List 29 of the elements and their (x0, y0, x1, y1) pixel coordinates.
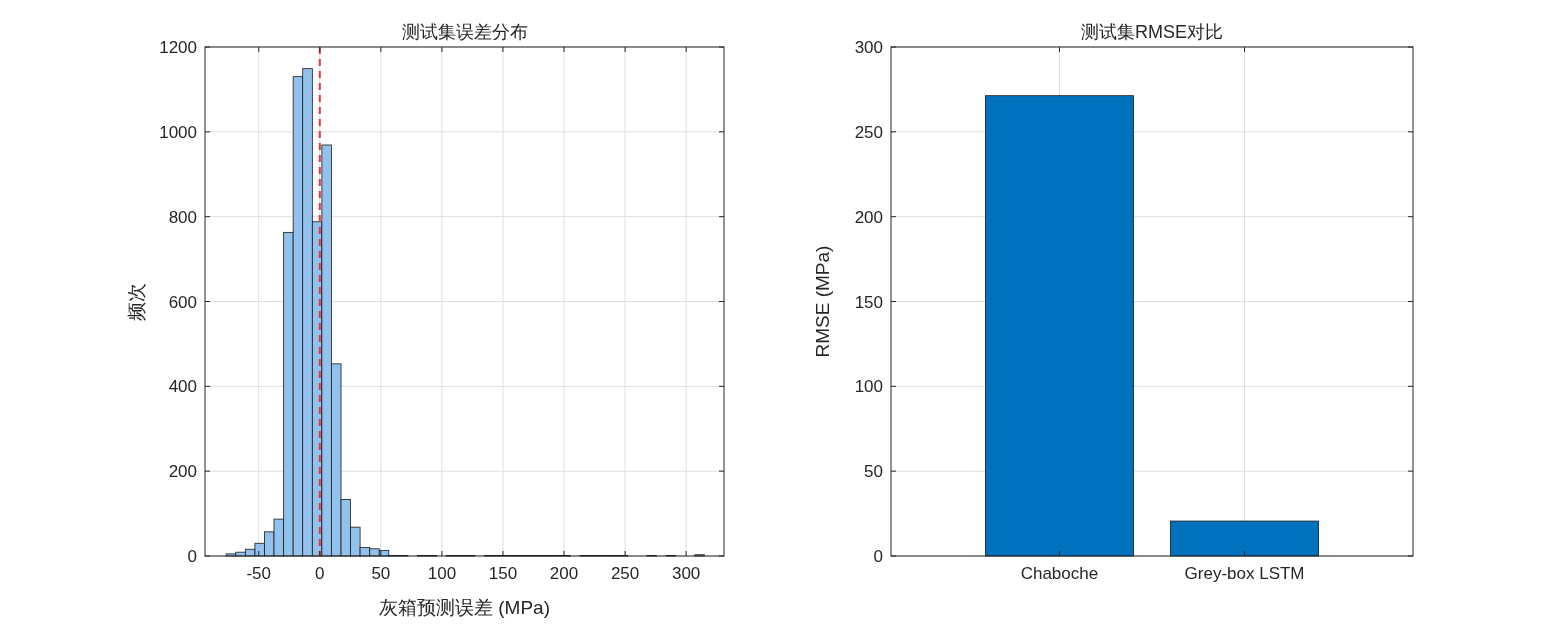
y-tick-label: 50 (864, 462, 883, 482)
y-tick-label: 100 (854, 377, 883, 397)
x-tick-label: 200 (549, 564, 579, 583)
x-tick-label: Chaboche (1020, 564, 1099, 583)
y-tick-label: 800 (168, 207, 197, 227)
chart-title: 测试集误差分布 (401, 22, 528, 42)
x-tick-label: 0 (315, 564, 325, 583)
y-axis-title: 频次 (126, 282, 147, 321)
y-tick-label: 0 (873, 547, 883, 566)
y-tick-label: 600 (168, 292, 197, 312)
y-tick-label: 0 (187, 547, 197, 566)
chart-title: 测试集RMSE对比 (1080, 22, 1224, 42)
y-tick-label: 400 (168, 377, 197, 397)
x-tick-label: Grey-box LSTM (1184, 564, 1305, 583)
y-tick-label: 250 (854, 122, 883, 142)
y-tick-label: 200 (854, 207, 883, 227)
x-axis-title: 灰箱预测误差 (MPa) (379, 597, 550, 618)
x-tick-label: 300 (671, 564, 701, 583)
y-axis-title: RMSE (MPa) (812, 245, 833, 358)
x-tick-label: -50 (246, 564, 272, 583)
y-tick-label: 200 (168, 462, 197, 482)
x-tick-label: 150 (488, 564, 518, 583)
x-tick-label: 100 (427, 564, 457, 583)
y-tick-label: 1000 (159, 122, 197, 142)
y-tick-label: 150 (854, 292, 883, 312)
y-tick-label: 300 (854, 38, 883, 57)
x-tick-label: 250 (610, 564, 640, 583)
x-tick-label: 50 (371, 564, 391, 583)
y-tick-label: 1200 (159, 38, 197, 57)
